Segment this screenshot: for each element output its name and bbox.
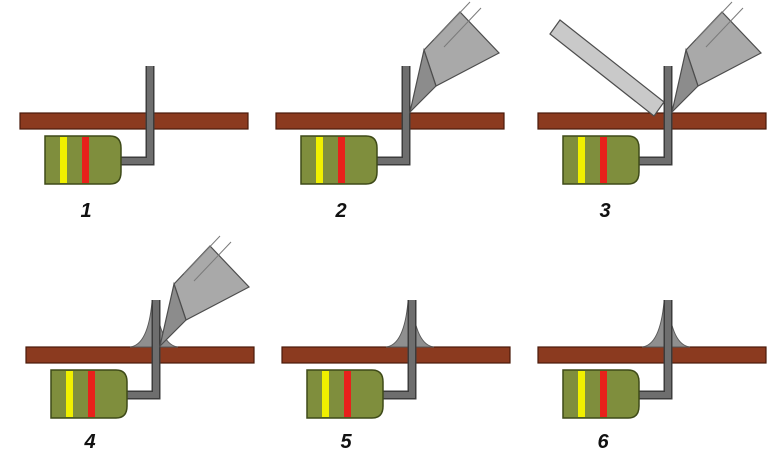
component-lead: [638, 66, 671, 164]
resistor-band-red: [600, 371, 607, 417]
step-label-3: 3: [599, 200, 610, 222]
resistor-band-yellow: [322, 371, 329, 417]
step-panel-4: [25, 235, 255, 419]
pcb-board: [537, 346, 767, 364]
soldering-iron-shaft: [685, 11, 762, 87]
soldering-iron-groove: [695, 1, 733, 41]
step-label-5: 5: [340, 431, 352, 453]
pcb-board: [25, 346, 255, 364]
step-panel-3: [537, 1, 767, 185]
step-label-2: 2: [334, 200, 346, 222]
step-panel-5: [281, 300, 511, 419]
resistor-band-yellow: [66, 371, 73, 417]
soldering-iron-tip: [408, 47, 437, 114]
soldering-iron-groove: [433, 1, 471, 41]
resistor-band-red: [338, 137, 345, 183]
soldering-iron-groove: [183, 235, 221, 275]
pcb-board: [537, 112, 767, 130]
soldering-iron-groove: [193, 241, 232, 282]
soldering-iron-shaft: [173, 245, 250, 321]
step-panel-6: [537, 300, 767, 419]
soldering-iron-tip: [670, 47, 699, 114]
component-lead: [126, 300, 159, 398]
resistor-band-yellow: [578, 371, 585, 417]
component-lead: [376, 66, 409, 164]
resistor-band-yellow: [316, 137, 323, 183]
resistor-band-yellow: [578, 137, 585, 183]
resistor-band-red: [82, 137, 89, 183]
resistor-band-red: [344, 371, 351, 417]
step-label-6: 6: [597, 431, 609, 453]
pcb-board: [275, 112, 505, 130]
soldering-iron-groove: [443, 7, 482, 48]
step-label-4: 4: [83, 431, 95, 453]
soldering-iron-shaft: [423, 11, 500, 87]
resistor-band-red: [88, 371, 95, 417]
step-panel-1: [19, 66, 249, 185]
component-lead: [120, 66, 153, 164]
resistor-band-red: [600, 137, 607, 183]
pcb-board: [281, 346, 511, 364]
step-label-1: 1: [80, 200, 91, 222]
soldering-iron-groove: [705, 7, 744, 48]
pcb-board: [19, 112, 249, 130]
resistor-band-yellow: [60, 137, 67, 183]
component-lead: [638, 300, 671, 398]
component-lead: [382, 300, 415, 398]
step-panel-2: [275, 1, 505, 185]
soldering-iron-tip: [158, 281, 187, 348]
solder-wire: [549, 19, 665, 117]
